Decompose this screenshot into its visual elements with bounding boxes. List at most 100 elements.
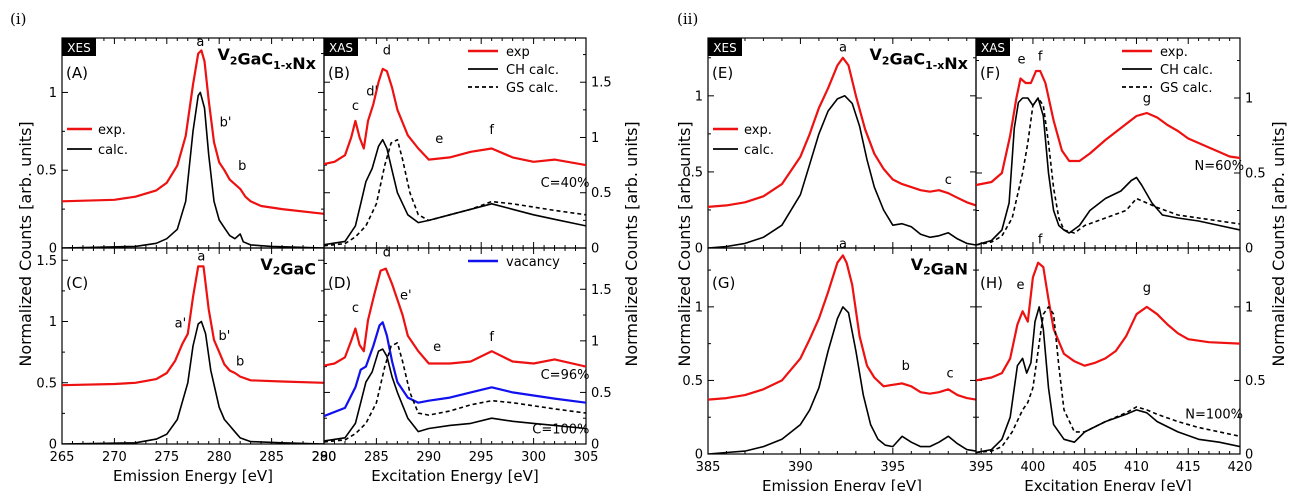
legend-label: GS calc.	[506, 81, 558, 96]
x-tick-label: 385	[696, 460, 721, 475]
series-line	[708, 96, 976, 248]
x-tick-label: 405	[1072, 460, 1097, 475]
annotation: d	[383, 245, 391, 260]
x-tick-label: 285	[259, 450, 284, 465]
series-group	[708, 255, 976, 454]
formula-part: Nx	[292, 54, 316, 73]
legend-label: GS calc.	[1160, 81, 1212, 96]
formula-part: N	[955, 259, 968, 278]
y-tick-label: 1	[49, 315, 57, 330]
panel-title: V2GaC	[260, 255, 316, 278]
formula-part: C	[913, 49, 925, 68]
y-tick-label: 1.5	[591, 283, 612, 298]
x-tick-label: 265	[50, 450, 75, 465]
formula-part: Nx	[944, 54, 968, 73]
y-tick-label: 0.5	[591, 186, 612, 201]
series-line	[62, 92, 324, 248]
annotation: f	[1038, 233, 1043, 248]
part-label-i: (i)	[10, 10, 27, 28]
x-tick-label: 305	[574, 450, 599, 465]
annotation: b	[238, 159, 246, 174]
y-tick-label: 1	[1245, 300, 1253, 315]
series-group	[976, 71, 1240, 245]
panel-title: V2GaN	[911, 255, 968, 278]
annotation: a	[839, 41, 847, 56]
annotation: C=100%	[532, 423, 589, 438]
panel-label: (A)	[66, 64, 88, 82]
series-group	[62, 266, 324, 444]
legend-label: calc.	[98, 143, 128, 158]
annotation: f	[1038, 50, 1043, 65]
y-tick-label: 1	[591, 334, 599, 349]
ylabel-right-part-i: Normalized Counts [arb. units]	[622, 121, 641, 366]
panel-B: 0 0.5 1 1.5 (B) XAS c d' d e f C=40% exp CH calc. GS c…	[324, 38, 612, 257]
x-tick-label: 285	[364, 450, 389, 465]
formula-part: C	[304, 259, 316, 278]
y-tick-label: 1.5	[36, 254, 57, 269]
panel-label: (D)	[328, 274, 351, 292]
legend-label: CH calc.	[1160, 63, 1213, 78]
annotation: e	[1017, 278, 1025, 293]
y-tick-label: 0.5	[36, 376, 57, 391]
formula-part: Ga	[237, 49, 261, 68]
formula-part: 2	[923, 264, 931, 277]
formula-part: 2	[230, 54, 238, 67]
formula-part: Ga	[889, 49, 913, 68]
legend-label: exp.	[744, 123, 772, 138]
tag-label: XAS	[329, 41, 353, 55]
legend-label: vacancy	[506, 255, 560, 270]
legend-label: exp	[506, 45, 530, 60]
legend-label: calc.	[744, 143, 774, 158]
panel-label: (H)	[980, 274, 1003, 292]
x-tick-label: 300	[521, 450, 546, 465]
formula-part: 1-x	[925, 59, 944, 72]
legend-label: CH calc.	[506, 63, 559, 78]
formula-part: Ga	[931, 259, 955, 278]
panel-title: V2GaC1-xNx	[218, 45, 317, 73]
annotation: b'	[219, 329, 231, 344]
x-tick-label: 290	[416, 450, 441, 465]
annotation: b	[902, 359, 910, 374]
annotation: e	[435, 132, 443, 147]
x-tick-label: 420	[1228, 460, 1253, 475]
y-tick-label: 0	[1245, 242, 1253, 257]
x-tick-label: 275	[154, 450, 179, 465]
formula-part: V	[911, 255, 924, 274]
series-line	[324, 269, 586, 367]
x-tick-label: 270	[102, 450, 127, 465]
x-tick-label: 390	[788, 460, 813, 475]
ylabel-left-part-i: Normalized Counts [arb. units]	[16, 121, 35, 366]
annotation: N=100%	[1185, 408, 1243, 423]
x-tick-label: 395	[969, 460, 994, 475]
x-axis-label: Excitation Energy [eV]	[1024, 477, 1192, 491]
panel-label: (C)	[66, 274, 88, 292]
series-line	[62, 266, 324, 385]
tag-label: XES	[67, 41, 90, 55]
annotation: e	[433, 340, 441, 355]
ylabel-right-part-ii: Normalized Counts [arb. units]	[1269, 121, 1288, 366]
x-tick-label: 395	[880, 460, 905, 475]
annotation: c	[352, 301, 359, 316]
y-tick-label: 0	[591, 242, 599, 257]
annotation: b'	[220, 116, 232, 131]
panels: 00.51(A)XES ab'bexp.calc.V2GaC1-xNx00.511…	[36, 35, 1265, 491]
x-axis-label: Emission Energy [eV]	[762, 477, 922, 491]
annotation: C=40%	[541, 176, 590, 191]
panel-label: (B)	[328, 64, 350, 82]
annotation: g	[1143, 281, 1151, 296]
x-tick-label: 400	[1021, 460, 1046, 475]
y-tick-label: 0.5	[1245, 167, 1266, 182]
panel-frame	[708, 248, 976, 454]
y-tick-label: 0.5	[591, 386, 612, 401]
annotation: b	[236, 355, 244, 370]
panel-C: 0 0.5 1 1.5 265 270 275 280 285 290 Emission Energ…	[36, 248, 336, 485]
annotation: d'	[366, 84, 378, 99]
series-line	[708, 307, 976, 454]
y-tick-label: 1	[49, 86, 57, 101]
formula-part: 1-x	[273, 59, 292, 72]
y-tick-label: 1	[695, 300, 703, 315]
x-axis-label: Emission Energy [eV]	[113, 467, 273, 485]
panel-D: 00.511.5280 285 290 295 300 305Excitation Ene…	[312, 245, 612, 485]
